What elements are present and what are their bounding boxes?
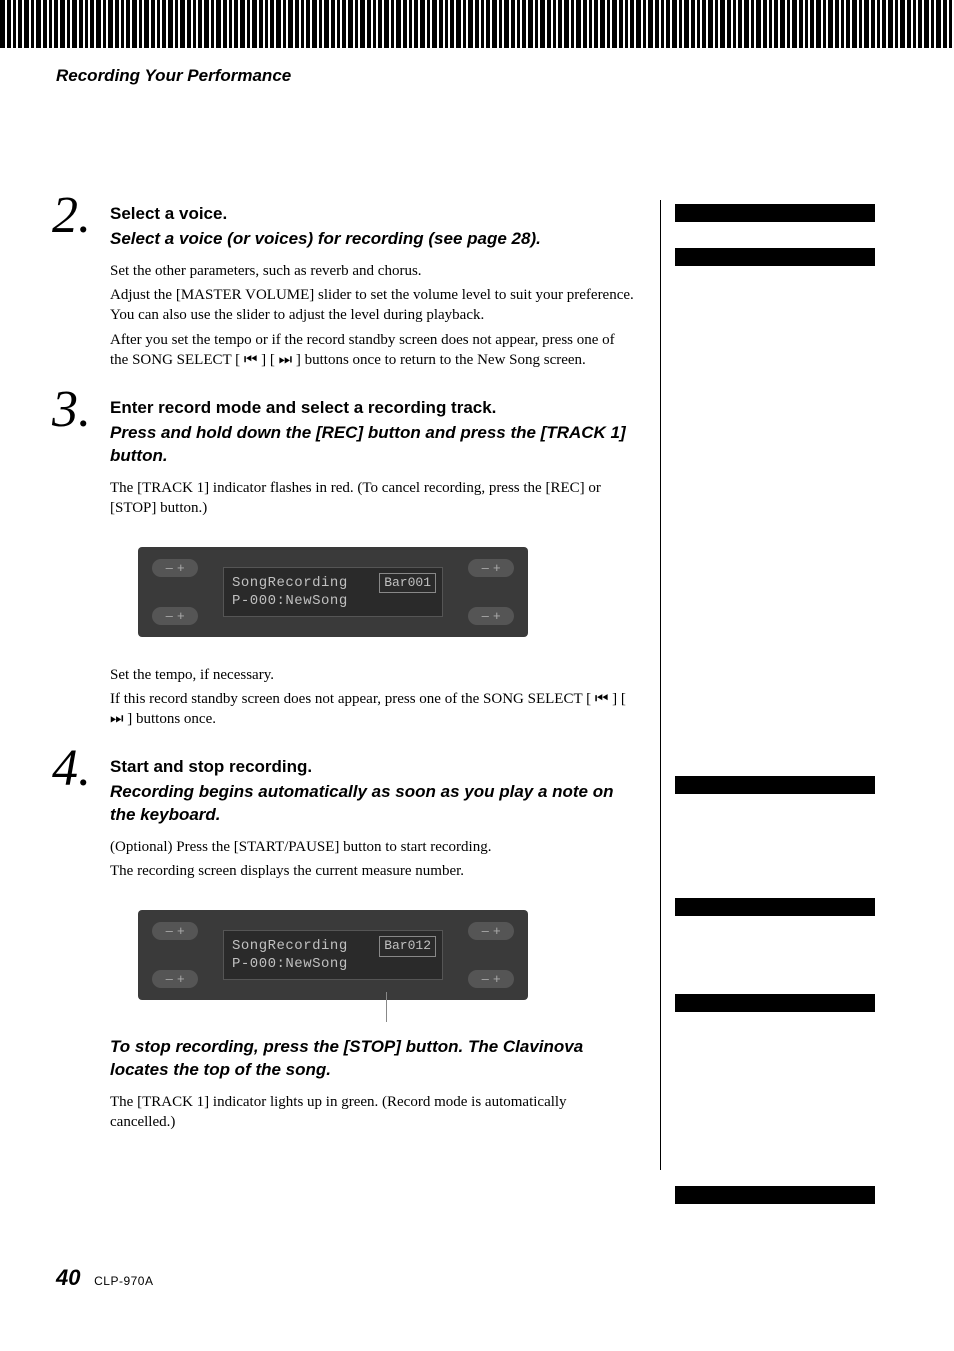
sidebar-black-bar [675,204,875,222]
step: 4.Start and stop recording.Recording beg… [110,757,635,1132]
body-paragraph: The recording screen displays the curren… [110,861,635,881]
step-number: 3. [52,380,91,439]
plus-minus-button: –+ [152,970,198,988]
body-paragraph: If this record standby screen does not a… [110,689,635,730]
lcd-bar-indicator: Bar001 [379,573,436,594]
step-subheading: Select a voice (or voices) for recording… [110,228,635,251]
page-footer: 40 CLP-970A [56,1265,153,1291]
lcd-panel: –+ –+ –+ –+ SongRecording P-000:NewSong Bar… [138,547,528,637]
body-paragraph: (Optional) Press the [START/PAUSE] butto… [110,837,635,857]
sidebar-black-bar [675,898,875,916]
body-paragraph: Adjust the [MASTER VOLUME] slider to set… [110,285,635,326]
lcd-cursor-indicator [386,992,387,1022]
plus-minus-button: –+ [468,922,514,940]
plus-minus-button: –+ [468,970,514,988]
page-number: 40 [56,1265,80,1290]
lcd-bar-indicator: Bar012 [379,936,436,957]
step-subheading: Press and hold down the [REC] button and… [110,422,635,468]
lcd-line2: P-000:NewSong [232,592,434,610]
step-subheading: To stop recording, press the [STOP] butt… [110,1036,635,1082]
lcd-line2: P-000:NewSong [232,955,434,973]
vertical-divider [660,200,661,1170]
step: 2.Select a voice.Select a voice (or voic… [110,204,635,370]
step-number: 4. [52,739,91,798]
plus-minus-button: –+ [468,559,514,577]
lcd-screen: SongRecording P-000:NewSong Bar001 [223,567,443,617]
step-number: 2. [52,186,91,245]
step-subheading: Recording begins automatically as soon a… [110,781,635,827]
top-barcode-strip [0,0,954,48]
body-paragraph: After you set the tempo or if the record… [110,330,635,371]
plus-minus-button: –+ [152,607,198,625]
body-paragraph: The [TRACK 1] indicator flashes in red. … [110,478,635,519]
body-paragraph: The [TRACK 1] indicator lights up in gre… [110,1092,635,1133]
body-paragraph: Set the tempo, if necessary. [110,665,635,685]
sidebar-black-bar [675,776,875,794]
lcd-panel: –+ –+ –+ –+ SongRecording P-000:NewSong Bar… [138,910,528,1000]
plus-minus-button: –+ [468,607,514,625]
left-column: 2.Select a voice.Select a voice (or voic… [0,204,655,1204]
plus-minus-button: –+ [152,922,198,940]
plus-minus-button: –+ [152,559,198,577]
sidebar-black-bar [675,248,875,266]
section-title: Recording Your Performance [56,66,954,86]
model-label: CLP-970A [94,1274,153,1288]
content-wrap: 2.Select a voice.Select a voice (or voic… [0,204,954,1204]
step-heading: Start and stop recording. [110,757,635,777]
sidebar-black-bar [675,994,875,1012]
lcd-screen: SongRecording P-000:NewSong Bar012 [223,930,443,980]
sidebar-black-bar [675,1186,875,1204]
body-paragraph: Set the other parameters, such as reverb… [110,261,635,281]
step-heading: Enter record mode and select a recording… [110,398,635,418]
step-heading: Select a voice. [110,204,635,224]
right-column [655,204,875,1204]
step: 3.Enter record mode and select a recordi… [110,398,635,729]
